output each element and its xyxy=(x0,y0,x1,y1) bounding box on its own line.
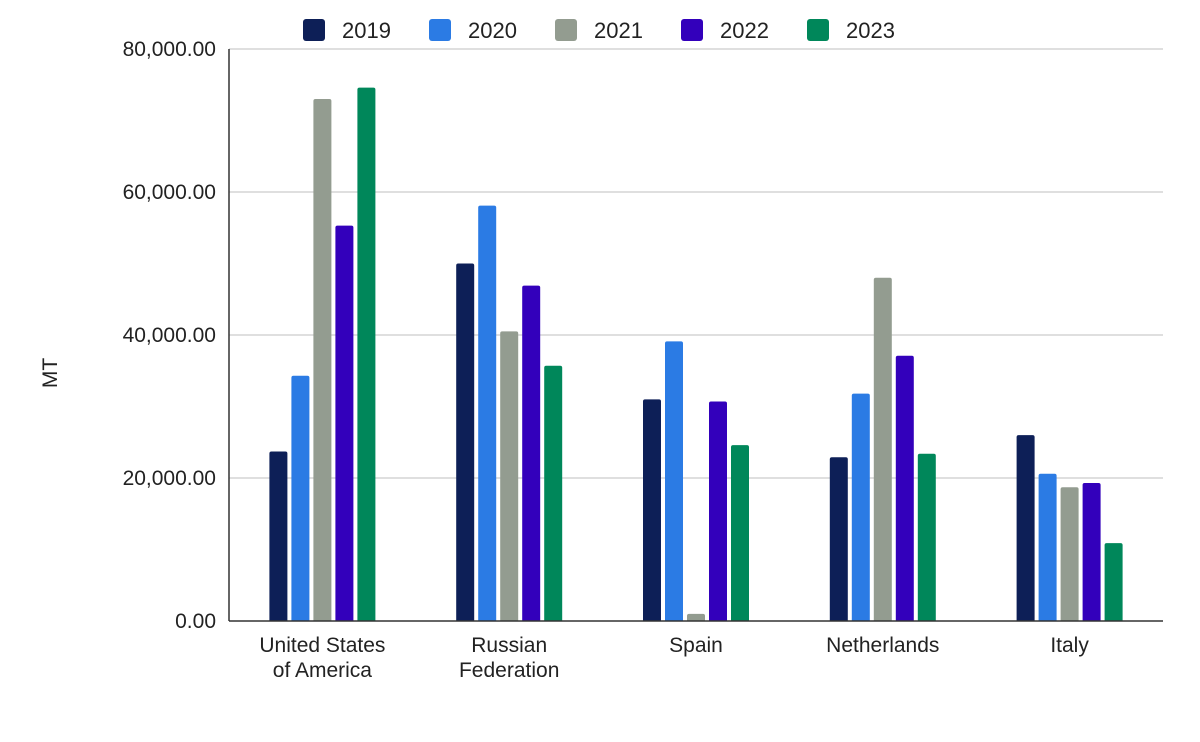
x-category-label: Federation xyxy=(459,659,559,682)
y-tick-label: 80,000.00 xyxy=(123,38,216,61)
bar-2019 xyxy=(456,263,475,621)
legend-swatch-2023 xyxy=(807,19,829,41)
y-axis-title: MT xyxy=(39,358,62,388)
legend-swatch-2021 xyxy=(555,19,577,41)
bar-2022 xyxy=(1082,483,1101,621)
x-category-label: United States xyxy=(259,634,385,657)
bar-2020 xyxy=(665,341,683,621)
bar-2023 xyxy=(357,87,376,622)
bar-2023 xyxy=(731,445,749,621)
bar-2019 xyxy=(1016,435,1035,621)
bar-2021 xyxy=(1060,487,1079,621)
legend-swatch-2020 xyxy=(429,19,451,41)
axes xyxy=(228,49,1163,622)
gridlines xyxy=(229,48,1163,479)
bar-2023 xyxy=(917,453,936,621)
bar-2020 xyxy=(478,205,497,621)
bar-2021 xyxy=(873,277,892,621)
legend-label-2019: 2019 xyxy=(342,18,391,43)
legend-swatch-2022 xyxy=(681,19,703,41)
bar-2022 xyxy=(522,285,541,621)
x-category-label: Italy xyxy=(1050,634,1089,657)
y-tick-label: 0.00 xyxy=(175,610,216,633)
legend-label-2022: 2022 xyxy=(720,18,769,43)
bar-2021 xyxy=(687,613,705,621)
y-tick-label: 20,000.00 xyxy=(123,467,216,490)
bar-2019 xyxy=(643,399,661,621)
bar-2023 xyxy=(544,365,563,621)
x-category-label: Netherlands xyxy=(826,634,939,657)
legend-label-2020: 2020 xyxy=(468,18,517,43)
x-category-label: Spain xyxy=(669,634,723,657)
x-category-label: Russian xyxy=(471,634,547,657)
legend-label-2023: 2023 xyxy=(846,18,895,43)
y-tick-label: 60,000.00 xyxy=(123,181,216,204)
y-axis-ticks: 0.00 20,000.00 40,000.00 60,000.00 80,000.00 xyxy=(123,38,216,633)
bar-2022 xyxy=(709,401,727,621)
bars xyxy=(269,87,1123,622)
bar-2020 xyxy=(291,375,310,621)
bar-2020 xyxy=(1038,473,1057,621)
bar-2022 xyxy=(895,355,914,621)
bar-2020 xyxy=(851,393,870,621)
bar-2021 xyxy=(313,99,332,622)
x-category-label: of America xyxy=(273,659,373,682)
bar-2022 xyxy=(335,225,354,622)
legend-swatch-2019 xyxy=(303,19,325,41)
legend: 2019 2020 2021 2022 2023 xyxy=(303,18,895,43)
bar-2019 xyxy=(269,451,288,621)
y-tick-label: 40,000.00 xyxy=(123,324,216,347)
bar-2019 xyxy=(829,457,848,621)
bar-2021 xyxy=(500,331,519,621)
bar-2023 xyxy=(1104,543,1123,621)
legend-label-2021: 2021 xyxy=(594,18,643,43)
